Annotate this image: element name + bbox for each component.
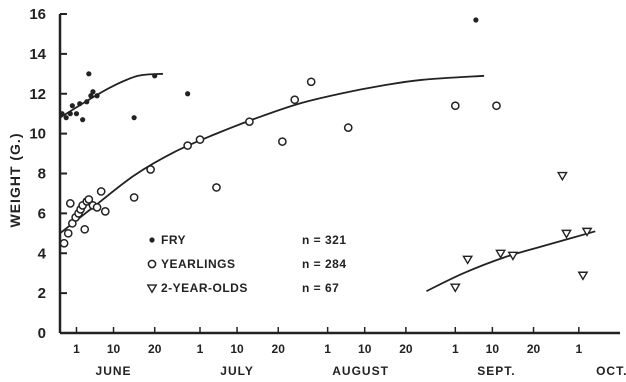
data-point-yearlings bbox=[80, 224, 90, 234]
legend-n-2-year-olds: n = 67 bbox=[302, 281, 339, 295]
x-tick-label: 20 bbox=[399, 342, 413, 356]
data-point-yearlings bbox=[290, 95, 300, 105]
y-tick-label: 8 bbox=[38, 166, 46, 183]
data-point-yearlings bbox=[183, 141, 192, 150]
y-tick-label: 10 bbox=[29, 126, 46, 143]
data-point-fry bbox=[59, 111, 65, 117]
x-tick-label: 1 bbox=[452, 342, 459, 356]
data-point-fry bbox=[88, 93, 94, 99]
data-point-yearlings bbox=[195, 135, 205, 144]
data-point-fry bbox=[131, 115, 137, 121]
month-label: JULY bbox=[220, 364, 254, 378]
data-point-yearlings bbox=[306, 77, 316, 87]
data-point-yearlings bbox=[100, 207, 110, 216]
y-tick-label: 6 bbox=[38, 205, 46, 222]
legend-marker-2-year-olds bbox=[146, 284, 158, 294]
data-point-2-year-olds bbox=[449, 283, 461, 293]
legend-n-yearlings: n = 284 bbox=[302, 257, 347, 271]
legend-label-fry: FRY bbox=[161, 233, 186, 247]
data-point-fry bbox=[473, 17, 479, 23]
data-point-2-year-olds bbox=[462, 255, 474, 265]
legend-label-yearlings: YEARLINGS bbox=[161, 257, 236, 271]
month-label: AUGUST bbox=[332, 364, 389, 378]
data-point-fry bbox=[94, 93, 100, 99]
data-point-yearlings bbox=[343, 123, 353, 132]
data-point-fry bbox=[80, 117, 86, 123]
fit-curve-fry bbox=[60, 72, 164, 119]
y-axis-title: WEIGHT (G.) bbox=[7, 133, 23, 228]
y-tick-label: 14 bbox=[29, 46, 46, 63]
data-point-yearlings bbox=[146, 165, 155, 174]
x-tick-label: 1 bbox=[73, 342, 80, 356]
data-point-yearlings bbox=[129, 193, 139, 202]
data-point-yearlings bbox=[278, 137, 287, 146]
data-point-yearlings bbox=[84, 195, 94, 204]
x-tick-label: 1 bbox=[324, 342, 331, 356]
x-tick-label: 10 bbox=[230, 342, 244, 356]
x-tick-label: 20 bbox=[272, 342, 286, 356]
data-point-yearlings bbox=[63, 228, 73, 238]
data-point-2-year-olds bbox=[507, 251, 519, 261]
data-point-fry bbox=[90, 89, 96, 95]
data-point-2-year-olds bbox=[495, 249, 507, 259]
data-point-fry bbox=[69, 103, 75, 109]
legend-marker-yearlings bbox=[147, 259, 157, 269]
data-point-fry bbox=[84, 99, 90, 105]
y-tick-label: 0 bbox=[38, 325, 46, 342]
data-point-yearlings bbox=[450, 101, 460, 111]
y-tick-label: 4 bbox=[38, 245, 47, 262]
data-point-fry bbox=[77, 101, 83, 107]
data-point-fry bbox=[67, 111, 73, 117]
data-point-yearlings bbox=[212, 183, 221, 192]
month-label: JUNE bbox=[96, 364, 132, 378]
data-point-yearlings bbox=[92, 203, 102, 212]
legend-marker-fry bbox=[149, 237, 155, 243]
x-tick-label: 20 bbox=[527, 342, 541, 356]
x-tick-label: 1 bbox=[197, 342, 204, 356]
data-point-yearlings bbox=[492, 101, 501, 111]
month-label: SEPT. bbox=[477, 364, 515, 378]
x-tick-label: 10 bbox=[486, 342, 500, 356]
legend-n-fry: n = 321 bbox=[302, 233, 347, 247]
y-tick-label: 2 bbox=[38, 285, 46, 302]
fit-curve-2-year-olds bbox=[426, 230, 596, 292]
data-point-fry bbox=[152, 73, 158, 79]
data-point-fry bbox=[73, 111, 80, 117]
y-tick-label: 12 bbox=[29, 86, 46, 103]
data-point-yearlings bbox=[245, 117, 254, 127]
data-point-2-year-olds bbox=[577, 271, 589, 281]
legend-label-2-year-olds: 2-YEAR-OLDS bbox=[161, 281, 248, 295]
x-tick-label: 10 bbox=[107, 342, 121, 356]
x-tick-label: 10 bbox=[358, 342, 372, 356]
data-point-2-year-olds bbox=[561, 229, 572, 239]
data-point-2-year-olds bbox=[556, 171, 568, 182]
data-point-yearlings bbox=[96, 187, 106, 196]
data-point-fry bbox=[86, 71, 92, 77]
data-point-fry bbox=[185, 91, 191, 97]
y-tick-label: 16 bbox=[29, 6, 46, 23]
fit-curve-yearlings bbox=[60, 74, 485, 235]
x-tick-label: 1 bbox=[575, 342, 582, 356]
data-point-fry bbox=[63, 115, 69, 121]
data-point-yearlings bbox=[65, 199, 75, 208]
x-tick-label: 20 bbox=[148, 342, 162, 356]
month-label: OCT. bbox=[596, 364, 626, 378]
data-point-yearlings bbox=[59, 238, 69, 248]
data-point-2-year-olds bbox=[581, 227, 593, 237]
